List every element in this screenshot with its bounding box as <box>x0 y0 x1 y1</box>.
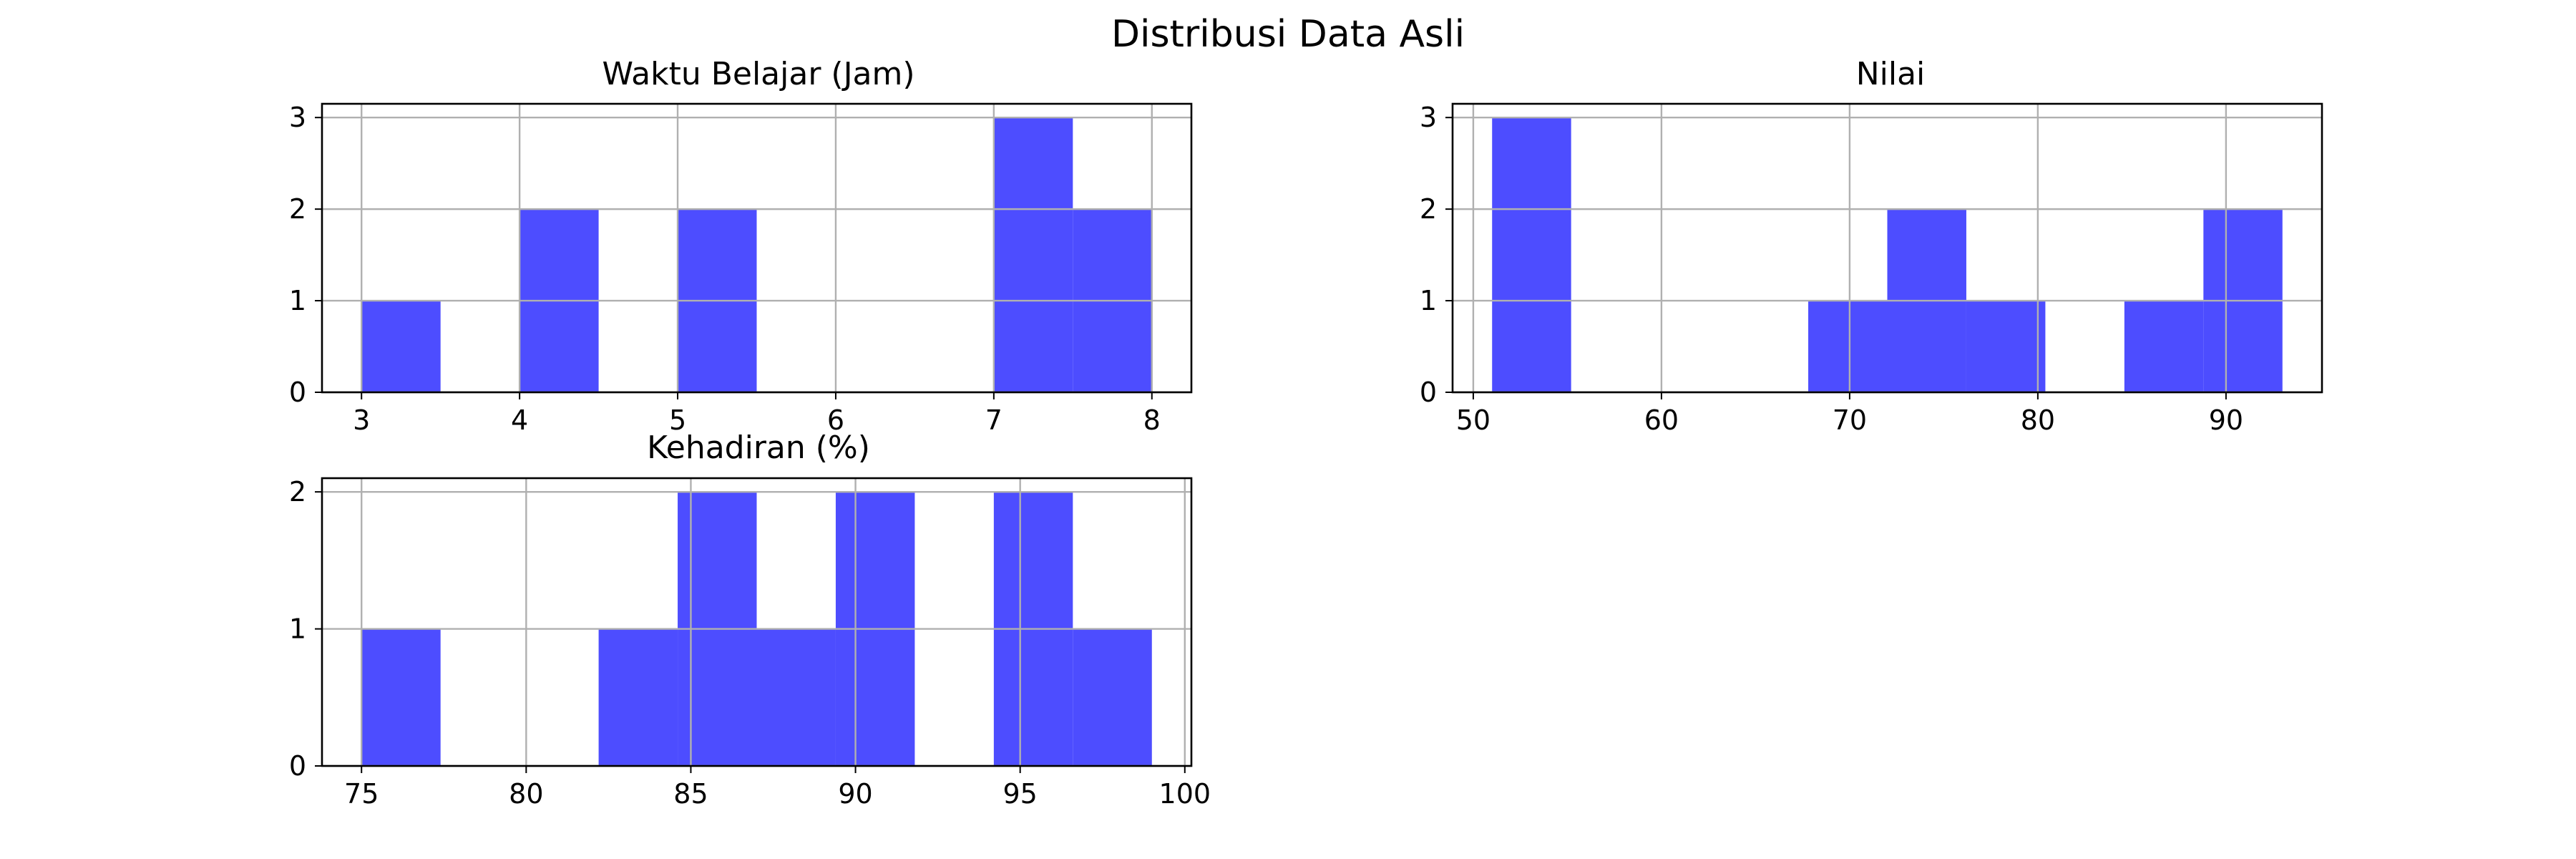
x-tick-label: 3 <box>353 404 370 436</box>
panel-title: Kehadiran (%) <box>647 430 870 466</box>
axes-frame <box>321 477 1193 767</box>
histogram-bar <box>756 629 836 766</box>
x-tick-label: 85 <box>673 778 708 810</box>
x-tick-label: 90 <box>2209 404 2243 436</box>
y-tick-label: 3 <box>1420 102 1437 133</box>
y-tick-label: 1 <box>1420 285 1437 316</box>
histogram-waktu-belajar: Waktu Belajar (Jam) 3 4 5 6 7 8 0 1 2 3 <box>289 56 1193 436</box>
y-tick-label: 0 <box>1420 377 1437 408</box>
x-tick-label: 8 <box>1143 404 1161 436</box>
x-tick-label: 4 <box>511 404 528 436</box>
x-tick-label: 7 <box>985 404 1002 436</box>
histogram-bar <box>361 629 441 766</box>
x-tick-label: 50 <box>1456 404 1491 436</box>
x-tick-label: 80 <box>2021 404 2055 436</box>
panel-title: Nilai <box>1856 56 1926 92</box>
histogram-nilai: Nilai 50 60 70 80 90 0 1 2 3 <box>1420 56 2323 436</box>
y-tick-label: 0 <box>289 750 306 782</box>
y-tick-label: 0 <box>289 377 306 408</box>
y-tick-label: 2 <box>1420 193 1437 225</box>
histogram-bar <box>361 301 441 392</box>
axes-frame <box>1451 102 2323 394</box>
histogram-bar <box>2124 301 2204 392</box>
histogram-bar <box>993 117 1073 392</box>
histogram-bar <box>1492 117 1571 392</box>
x-tick-label: 95 <box>1003 778 1038 810</box>
x-tick-label: 5 <box>669 404 686 436</box>
x-tick-label: 90 <box>838 778 872 810</box>
x-tick-label: 75 <box>344 778 379 810</box>
histogram-bar <box>1808 301 1888 392</box>
x-tick-label: 80 <box>509 778 543 810</box>
figure-title: Distribusi Data Asli <box>1111 13 1465 56</box>
y-tick-label: 1 <box>289 613 306 645</box>
x-tick-label: 70 <box>1833 404 1867 436</box>
y-tick-label: 2 <box>289 476 306 508</box>
axes-frame <box>321 102 1193 394</box>
histogram-bar <box>598 629 678 766</box>
y-tick-label: 1 <box>289 285 306 316</box>
histogram-kehadiran: Kehadiran (%) 75 80 85 90 95 100 0 1 2 <box>289 430 1211 810</box>
histogram-bar <box>1966 301 2046 392</box>
y-tick-label: 2 <box>289 193 306 225</box>
y-tick-label: 3 <box>289 102 306 133</box>
x-tick-label: 60 <box>1644 404 1679 436</box>
histogram-bar <box>1073 629 1152 766</box>
x-tick-label: 6 <box>827 404 844 436</box>
x-tick-label: 100 <box>1159 778 1211 810</box>
panel-title: Waktu Belajar (Jam) <box>602 56 914 92</box>
